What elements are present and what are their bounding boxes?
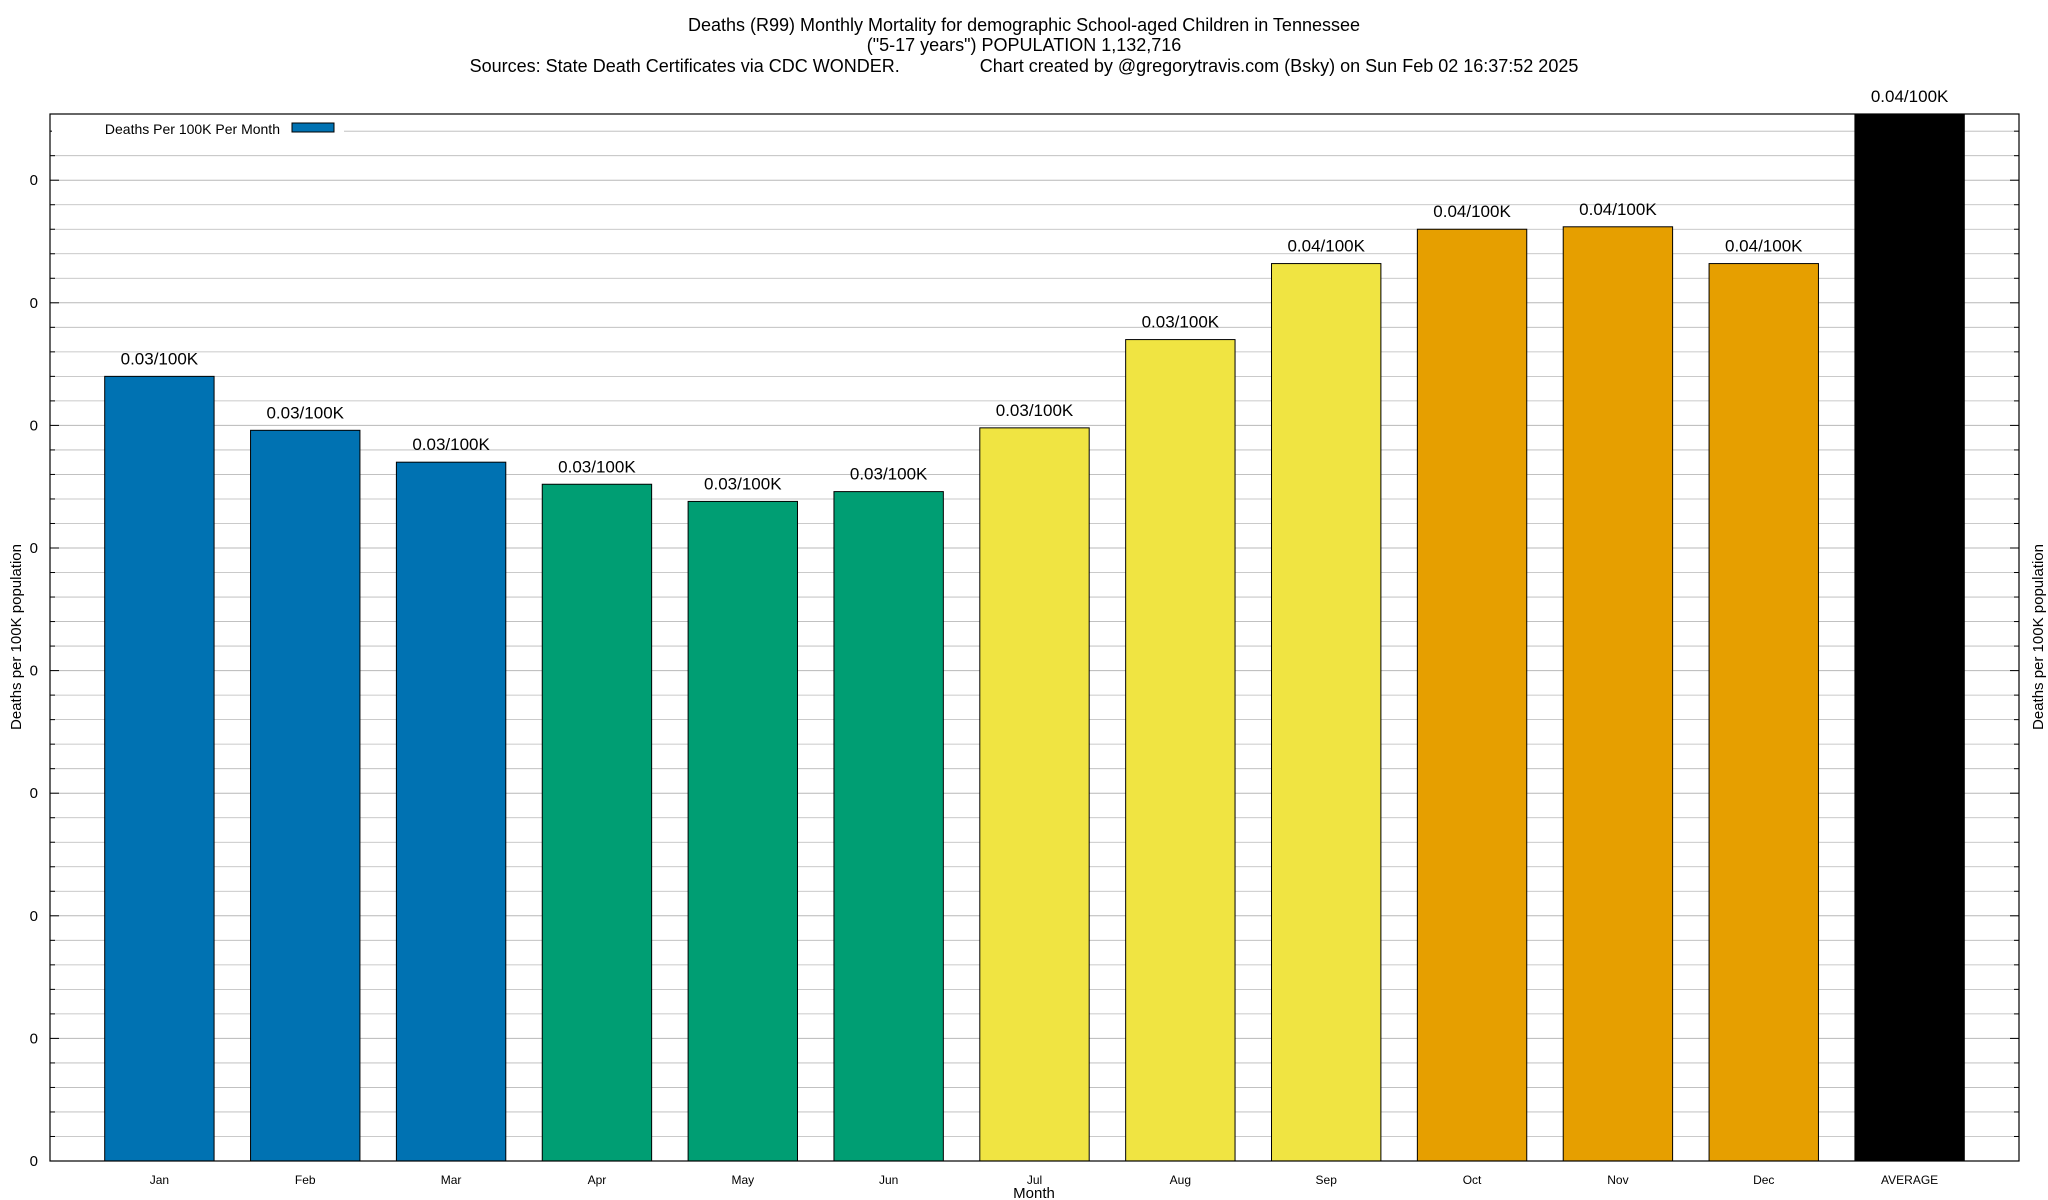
y-tick-label: 0 [30,785,38,802]
chart-title: Deaths (R99) Monthly Mortality for demog… [470,15,1579,76]
data-label-feb: 0.03/100K [266,403,344,422]
y-tick-label: 0 [30,295,38,312]
bar-jun [833,491,944,1162]
bar-oct [1416,228,1528,1162]
data-label-jun: 0.03/100K [850,465,928,484]
data-label-may: 0.03/100K [704,474,782,493]
legend: Deaths Per 100K Per Month [52,116,344,140]
x-tick-label-may: May [731,1173,754,1187]
y-tick-label: 0 [30,908,38,925]
x-tick-label-aug: Aug [1170,1173,1191,1187]
x-axis-tick-labels: Jan Feb Mar Apr May Jun Jul Aug Sep Oct Nov Dec AVER… [150,1173,1938,1187]
y-axis-ticks: 0 0 0 0 0 0 0 0 0 [30,130,2019,1170]
data-labels: 0.03/100K 0.03/100K 0.03/100K 0.03/100K 0.03… [121,87,1949,493]
y-tick-label: 0 [30,1030,38,1047]
x-tick-label-sep: Sep [1316,1173,1338,1187]
chart-title-line-2: ("5-17 years") POPULATION 1,132,716 [867,35,1182,55]
bar-apr [541,483,653,1162]
y-axis-title-right: Deaths per 100K population [2030,544,2047,730]
legend-swatch [291,122,335,133]
data-label-dec: 0.04/100K [1725,237,1803,256]
y-tick-label: 0 [30,663,38,680]
bar-nov [1562,226,1674,1162]
x-tick-label-nov: Nov [1607,1173,1628,1187]
data-label-sep: 0.04/100K [1287,237,1365,256]
plot-frame [49,113,2020,1162]
bar-average [1854,113,1965,1162]
legend-label: Deaths Per 100K Per Month [105,121,280,137]
x-tick-label-average: AVERAGE [1881,1173,1938,1187]
y-tick-label: 0 [30,172,38,189]
bar-dec [1708,263,1819,1162]
y-tick-label: 0 [30,540,38,557]
chart-title-line-1: Deaths (R99) Monthly Mortality for demog… [688,15,1360,35]
x-tick-label-oct: Oct [1463,1173,1482,1187]
chart-title-line-3: Sources: State Death Certificates via CD… [470,56,1579,76]
bar-aug [1125,339,1236,1162]
bar-feb [250,429,361,1162]
data-label-aug: 0.03/100K [1142,313,1220,332]
x-tick-label-dec: Dec [1753,1173,1774,1187]
x-axis-title: Month [1013,1185,1055,1200]
data-label-average: 0.04/100K [1871,87,1949,106]
data-label-nov: 0.04/100K [1579,200,1657,219]
x-tick-label-jun: Jun [879,1173,898,1187]
bar-mar [395,461,507,1162]
bar-may [687,500,798,1162]
y-axis-title-left: Deaths per 100K population [8,544,25,730]
x-tick-label-jul: Jul [1027,1173,1042,1187]
data-label-mar: 0.03/100K [412,435,490,454]
x-tick-label-apr: Apr [588,1173,607,1187]
bar-sep [1271,263,1382,1162]
data-label-jan: 0.03/100K [121,349,199,368]
bar-jul [979,427,1090,1162]
x-tick-label-feb: Feb [295,1173,316,1187]
data-label-oct: 0.04/100K [1433,202,1511,221]
x-tick-label-jan: Jan [150,1173,169,1187]
bar-jan [104,375,215,1162]
y-tick-label: 0 [30,417,38,434]
y-tick-label: 0 [30,1153,38,1170]
bars [104,113,1965,1162]
data-label-apr: 0.03/100K [558,457,636,476]
x-tick-label-mar: Mar [441,1173,462,1187]
data-label-jul: 0.03/100K [996,401,1074,420]
